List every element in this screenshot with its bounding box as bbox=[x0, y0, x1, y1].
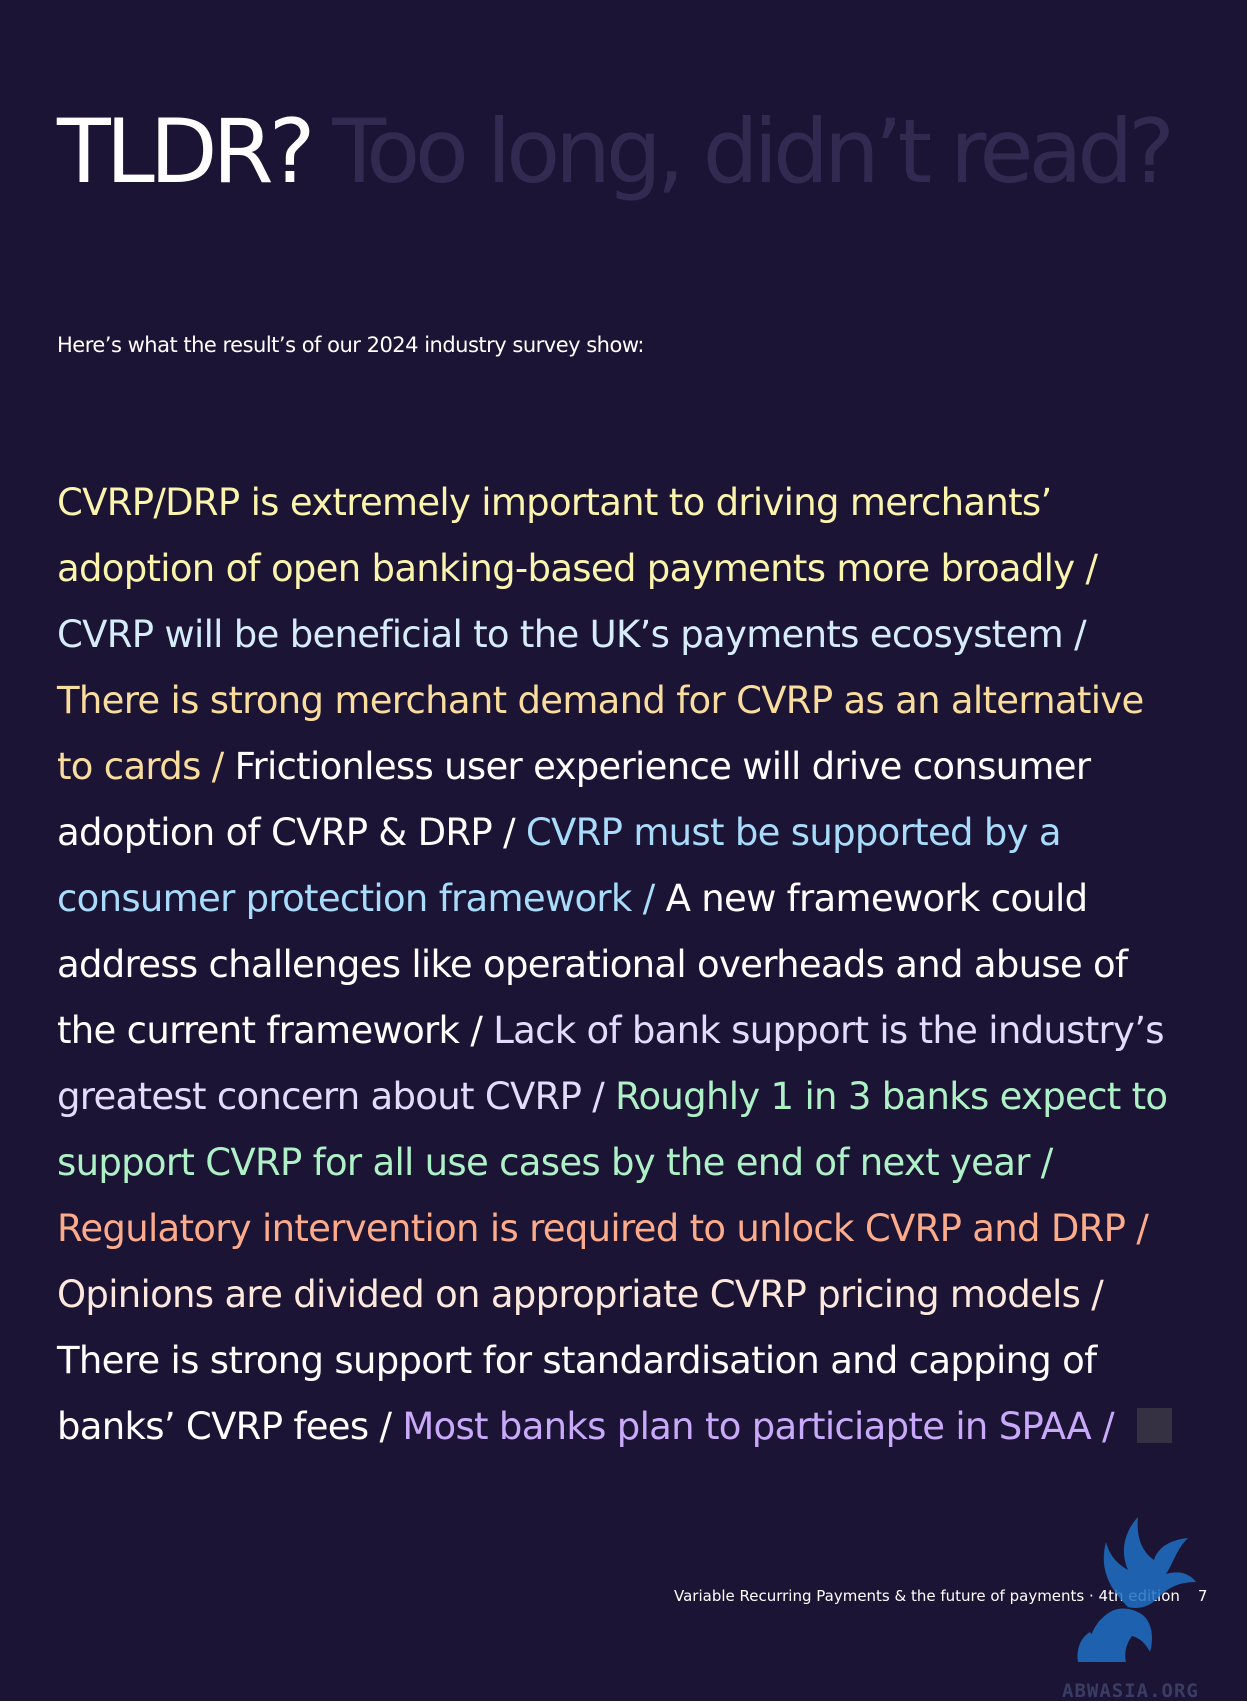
finding-separator: / bbox=[1040, 1141, 1053, 1184]
findings-paragraph: CVRP/DRP is extremely important to drivi… bbox=[57, 470, 1187, 1460]
footer: Variable Recurring Payments & the future… bbox=[674, 1587, 1207, 1605]
footer-title: Variable Recurring Payments & the future… bbox=[674, 1587, 1180, 1605]
finding-text: There is strong support for standardisat… bbox=[57, 1339, 1097, 1448]
intro-text: Here’s what the result’s of our 2024 ind… bbox=[57, 333, 644, 357]
finding-text: Frictionless user experience will drive … bbox=[57, 745, 1091, 854]
title-subtitle: Too long, didn’t read? bbox=[332, 100, 1175, 203]
finding-text: There is strong merchant demand for CVRP… bbox=[57, 679, 1144, 788]
finding-separator: / bbox=[211, 745, 224, 788]
end-square-icon bbox=[1136, 1408, 1172, 1443]
page-number: 7 bbox=[1197, 1587, 1208, 1605]
finding-separator: / bbox=[1136, 1207, 1149, 1250]
finding-separator: / bbox=[642, 877, 655, 920]
finding-text: CVRP will be beneficial to the UK’s paym… bbox=[57, 613, 1064, 656]
finding-separator: / bbox=[1102, 1405, 1114, 1448]
finding-text: CVRP/DRP is extremely important to drivi… bbox=[57, 481, 1075, 590]
page-title: TLDR? Too long, didn’t read? bbox=[57, 108, 1175, 196]
finding-text: Most banks plan to particiapte in SPAA bbox=[402, 1405, 1103, 1448]
finding-separator: / bbox=[1085, 547, 1098, 590]
finding-text: Opinions are divided on appropriate CVRP… bbox=[57, 1273, 1081, 1316]
finding-text: CVRP must be supported by a consumer pro… bbox=[57, 811, 1062, 920]
title-tldr: TLDR? bbox=[57, 100, 315, 203]
griffin-logo-icon bbox=[1077, 1517, 1196, 1662]
finding-text: Regulatory intervention is required to u… bbox=[57, 1207, 1126, 1250]
finding-text: Lack of bank support is the industry’s g… bbox=[57, 1009, 1165, 1118]
finding-separator: / bbox=[470, 1009, 483, 1052]
finding-separator: / bbox=[592, 1075, 605, 1118]
finding-text: A new framework could address challenges… bbox=[57, 877, 1128, 1052]
finding-separator: / bbox=[1091, 1273, 1104, 1316]
finding-separator: / bbox=[379, 1405, 392, 1448]
finding-separator: / bbox=[1074, 613, 1086, 656]
finding-text: Roughly 1 in 3 banks expect to support C… bbox=[57, 1075, 1168, 1184]
finding-separator: / bbox=[503, 811, 515, 854]
watermark-text: ABWASIA.ORG bbox=[1062, 1680, 1199, 1702]
